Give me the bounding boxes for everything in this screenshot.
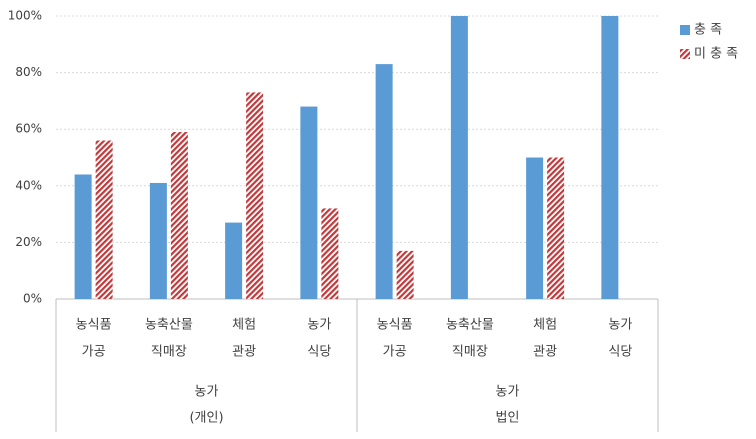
x-tick-label: 농식품: [76, 318, 112, 333]
group-label: 농가: [195, 385, 219, 400]
x-tick-label: 식당: [608, 345, 632, 360]
x-tick-label: 농가: [307, 318, 331, 333]
bar: [375, 64, 393, 299]
x-tick-label: 체험: [232, 318, 256, 333]
x-tick-label: 관광: [232, 345, 256, 360]
group-label: 농가: [496, 385, 520, 400]
bar: [321, 208, 339, 299]
y-tick-label: 80%: [15, 65, 42, 79]
x-tick-label: 관광: [533, 345, 557, 360]
x-tick-label: 농식품: [377, 318, 413, 333]
y-tick-label: 40%: [15, 178, 42, 192]
legend-label: 미 충 족: [694, 47, 738, 62]
bar: [225, 222, 243, 299]
y-tick-label: 0%: [23, 292, 42, 306]
x-tick-label: 가공: [82, 345, 106, 360]
bar: [396, 250, 414, 299]
bar: [95, 140, 113, 299]
bar: [170, 132, 188, 299]
x-tick-label: 가공: [383, 345, 407, 360]
bar: [300, 106, 318, 299]
x-tick-label: 직매장: [452, 345, 488, 360]
x-tick-label: 농축산물: [145, 318, 193, 333]
bar: [601, 16, 619, 299]
x-tick-label: 체험: [533, 318, 557, 333]
x-tick-label: 농가: [608, 318, 632, 333]
bar: [149, 182, 167, 299]
group-label: (개인): [189, 411, 223, 426]
legend-swatch: [680, 49, 690, 59]
y-tick-label: 60%: [15, 122, 42, 136]
bar: [74, 174, 92, 299]
bar: [526, 157, 544, 299]
legend-swatch: [680, 25, 690, 35]
x-tick-label: 식당: [307, 345, 331, 360]
x-tick-label: 직매장: [151, 345, 187, 360]
x-tick-label: 농축산물: [446, 318, 494, 333]
y-tick-label: 20%: [15, 235, 42, 249]
bar: [450, 16, 468, 299]
group-label: 법인: [496, 411, 520, 426]
bar: [547, 157, 565, 299]
bar: [246, 92, 264, 299]
y-tick-label: 100%: [8, 9, 42, 23]
legend-label: 충 족: [694, 23, 722, 38]
